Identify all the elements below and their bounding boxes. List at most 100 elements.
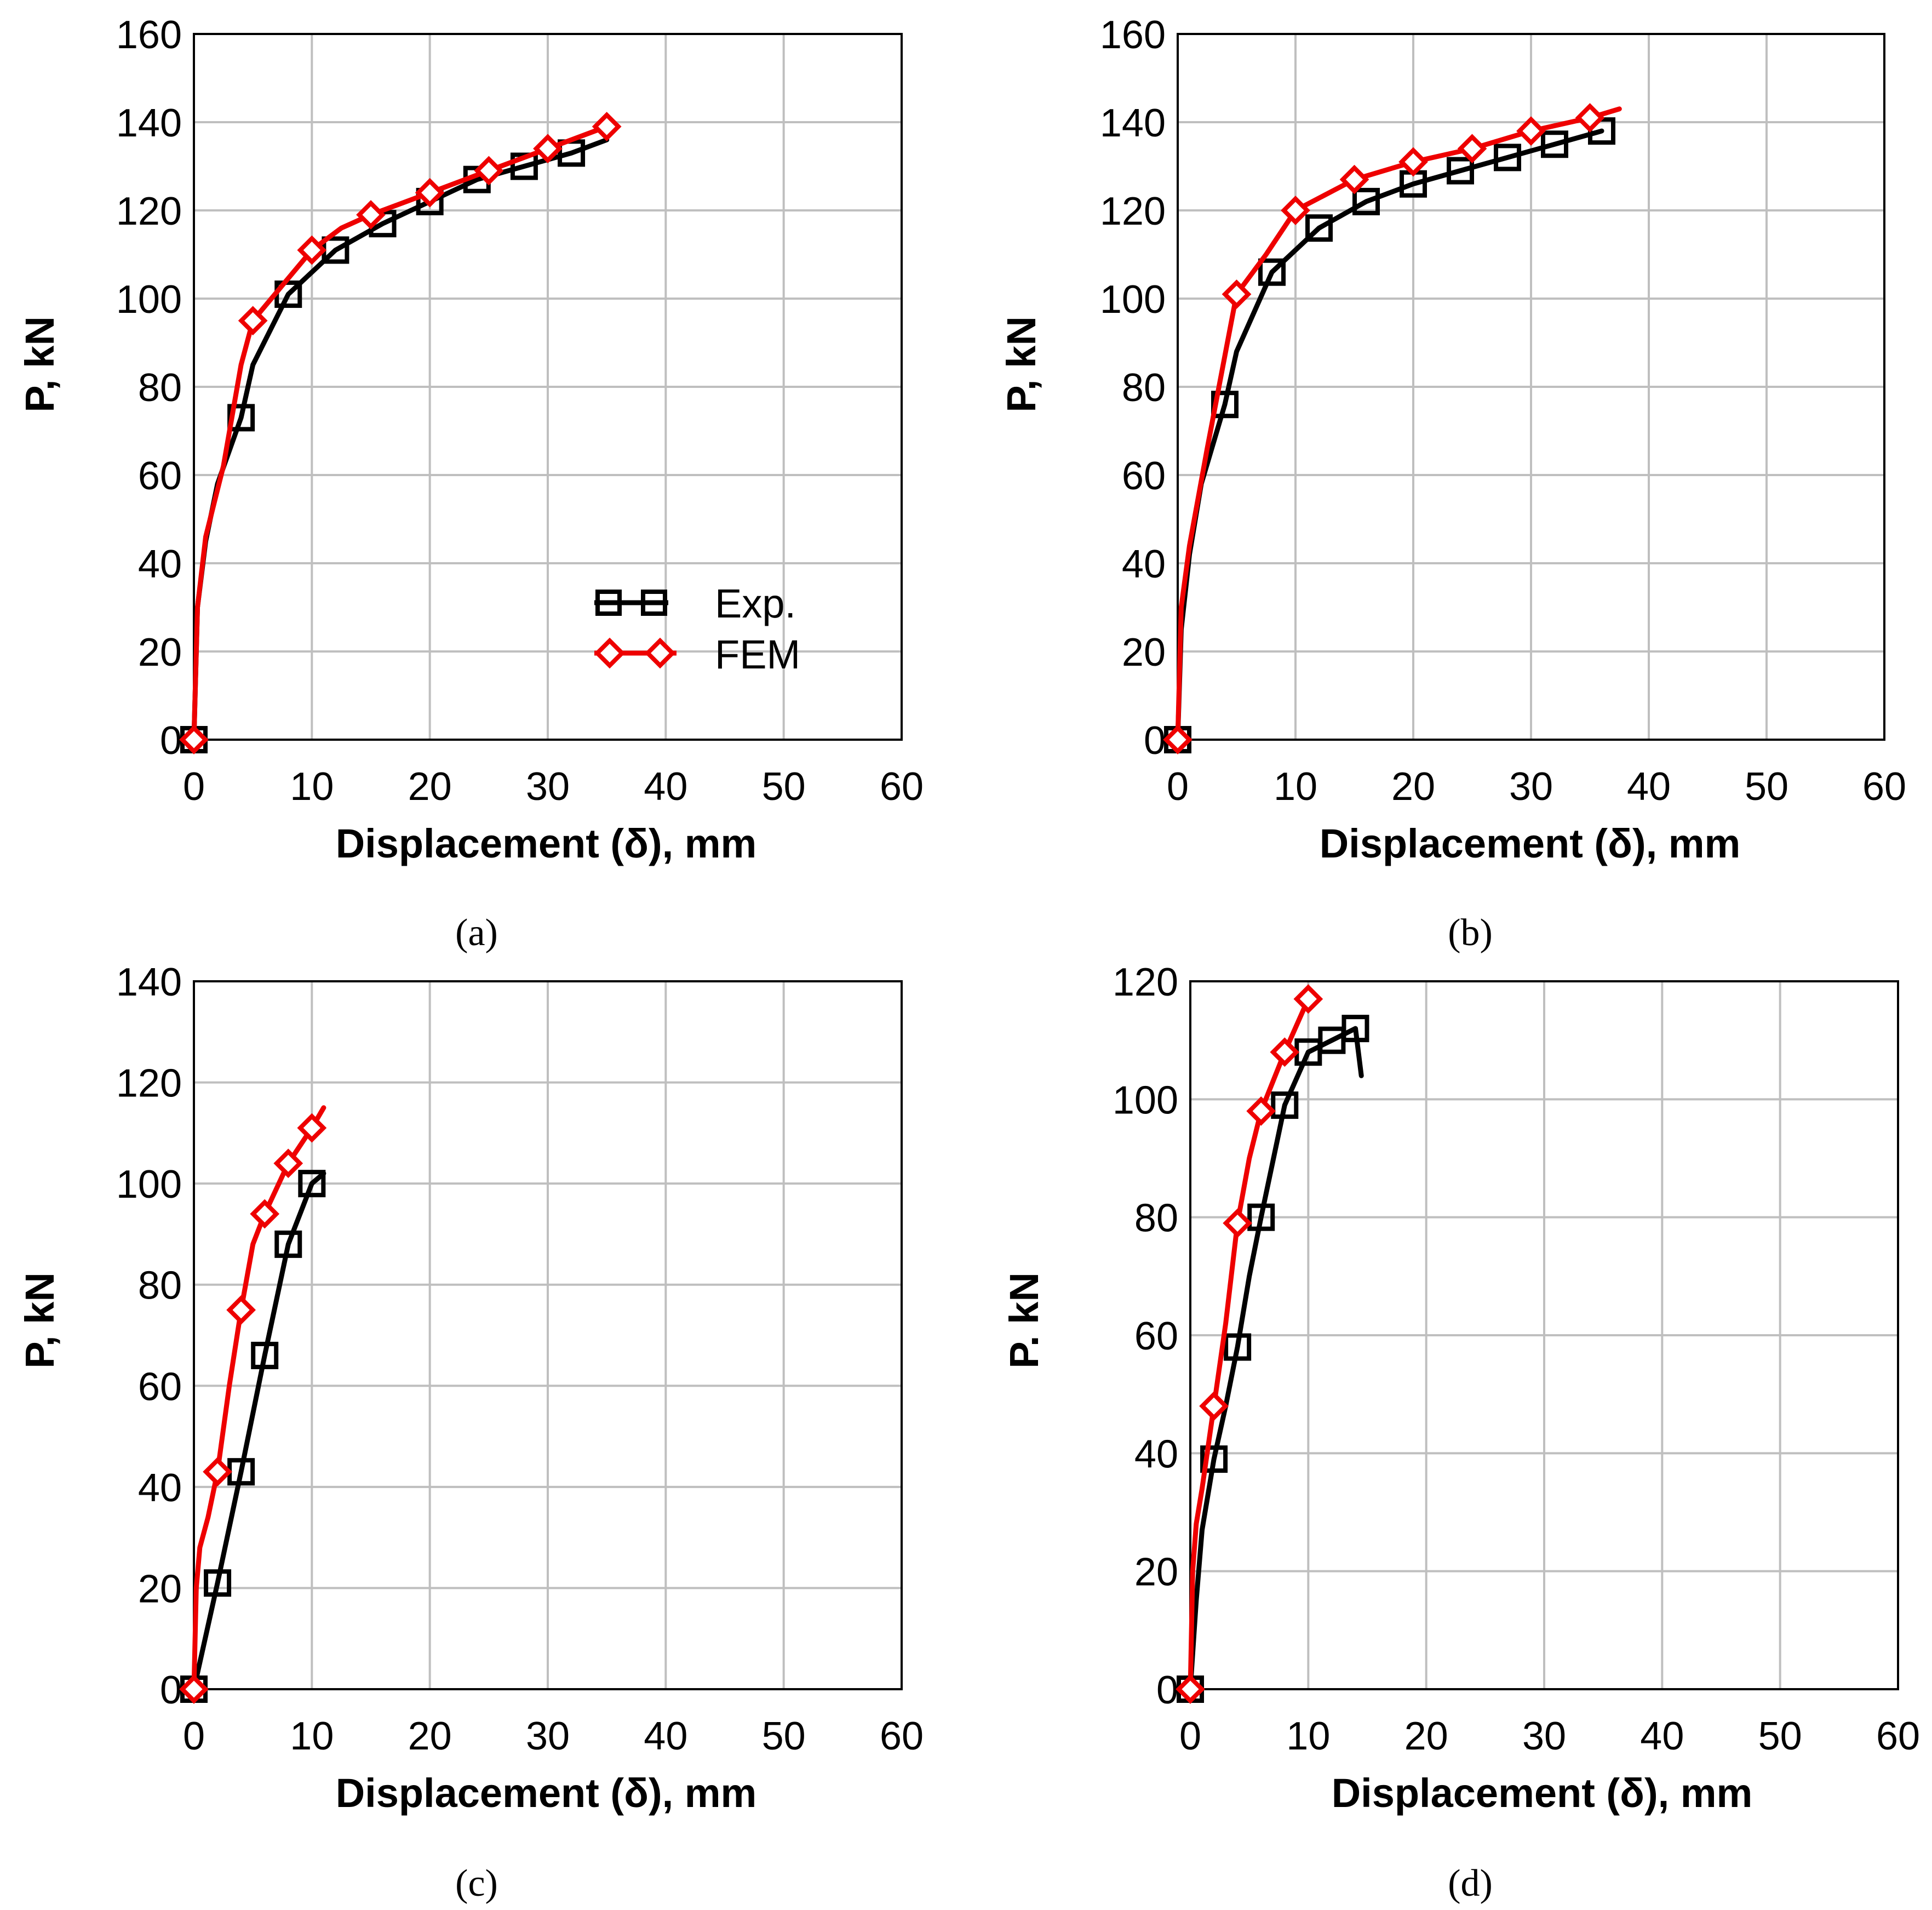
y-tick-label: 80 [1122, 366, 1166, 410]
series-fem [179, 112, 622, 754]
data-point [1270, 1037, 1300, 1067]
x-tick-label: 30 [526, 1714, 570, 1758]
x-tick-label: 60 [880, 765, 924, 809]
y-tick-label: 20 [1122, 631, 1166, 674]
legend-exp-label: Exp. [715, 581, 796, 626]
legend-exp-marker [641, 590, 667, 616]
data-point [1341, 1015, 1369, 1043]
x-tick-label: 60 [880, 1714, 924, 1758]
x-tick-label: 20 [408, 765, 452, 809]
x-tick-label: 40 [644, 765, 687, 809]
x-tick-label: 60 [1862, 765, 1906, 809]
y-tick-label: 100 [1100, 278, 1166, 322]
y-tick-label: 40 [1122, 542, 1166, 586]
data-point [1222, 279, 1252, 309]
y-tick-label: 0 [1144, 719, 1166, 763]
data-point [510, 152, 538, 180]
axes: 0 10 20 30 40 50 60 0 20 40 60 80 100 120 140 160 [1100, 13, 1906, 809]
data-point [274, 1230, 302, 1258]
series-line [1188, 1026, 1364, 1692]
series-line [1175, 106, 1622, 742]
data-point [356, 200, 386, 230]
y-tick-label: 120 [1113, 960, 1178, 1004]
series-fem [1163, 103, 1622, 754]
data-point [1247, 1203, 1275, 1231]
y-axis-title: P, kN [999, 316, 1044, 413]
panel-label: (d) [1448, 1862, 1493, 1905]
grid [1189, 980, 1899, 1690]
y-tick-label: 160 [116, 13, 182, 57]
data-point [1516, 116, 1546, 146]
data-point [1199, 1391, 1229, 1421]
data-point [1575, 103, 1605, 133]
x-tick-label: 10 [290, 765, 334, 809]
data-point [1271, 1091, 1299, 1119]
data-point [298, 1170, 326, 1198]
data-point [415, 178, 445, 208]
data-point [273, 1148, 303, 1179]
data-point [1281, 196, 1310, 225]
y-tick-label: 80 [138, 1264, 182, 1308]
x-tick-label: 20 [1391, 765, 1435, 809]
data-point [179, 725, 209, 754]
data-point [1339, 164, 1369, 195]
data-point [1305, 214, 1333, 242]
data-point [204, 1569, 232, 1597]
x-tick-label: 30 [1522, 1714, 1566, 1758]
grid [193, 33, 903, 741]
y-axis-title: P, kN [17, 1272, 62, 1369]
data-point [297, 235, 327, 265]
plot-area [193, 980, 903, 1690]
data-point [238, 306, 268, 336]
series-fem [179, 1105, 327, 1704]
x-tick-label: 60 [1876, 1714, 1920, 1758]
plot-area [193, 33, 903, 741]
y-tick-label: 40 [1134, 1432, 1178, 1476]
data-point [1398, 147, 1428, 177]
x-tick-label: 30 [1509, 765, 1553, 809]
axes: 0 10 20 30 40 50 60 0 20 40 60 80 100 120 140 [116, 960, 924, 1758]
y-tick-label: 80 [138, 366, 182, 410]
y-tick-label: 100 [116, 278, 182, 322]
chart-panel-c: 0 10 20 30 40 50 60 0 20 40 60 80 100 120 140 P, kN Di… [17, 960, 924, 1905]
y-tick-label: 120 [116, 1062, 182, 1106]
data-point [474, 156, 504, 186]
y-tick-label: 100 [1113, 1078, 1178, 1122]
x-tick-label: 0 [183, 765, 205, 809]
x-tick-label: 0 [1167, 765, 1189, 809]
x-axis-title: Displacement (δ), mm [336, 1770, 757, 1816]
data-point [1457, 134, 1487, 164]
chart-panel-d: 0 10 20 30 40 50 60 0 20 40 60 80 100 120 P. kN Displ… [1001, 960, 1920, 1905]
data-point [1293, 984, 1323, 1014]
y-tick-label: 40 [138, 1466, 182, 1510]
data-point [297, 1113, 327, 1143]
series-line [191, 124, 610, 742]
series-exp [1164, 117, 1615, 753]
data-point [203, 1457, 232, 1487]
x-tick-label: 50 [1758, 1714, 1802, 1758]
x-tick-label: 20 [408, 1714, 452, 1758]
y-axis-title: P, kN [17, 316, 62, 413]
data-point [533, 134, 563, 164]
y-tick-label: 0 [1156, 1668, 1178, 1712]
y-tick-label: 40 [138, 542, 182, 586]
data-point [592, 112, 622, 141]
legend-fem-marker [594, 637, 626, 669]
data-point [1258, 258, 1286, 286]
y-axis-title: P. kN [1001, 1272, 1047, 1369]
x-tick-label: 50 [1745, 765, 1788, 809]
y-tick-label: 20 [1134, 1551, 1178, 1594]
legend-fem-label: FEM [715, 632, 800, 677]
x-tick-label: 40 [1640, 1714, 1684, 1758]
x-axis-title: Displacement (δ), mm [336, 821, 757, 866]
plot-area [1189, 980, 1899, 1690]
y-tick-label: 80 [1134, 1197, 1178, 1240]
x-tick-label: 0 [1179, 1714, 1201, 1758]
axes: 0 10 20 30 40 50 60 0 20 40 60 80 100 120 140 160 [116, 13, 924, 809]
series-line [191, 1171, 326, 1692]
data-point [1246, 1096, 1276, 1126]
x-tick-label: 50 [762, 765, 806, 809]
y-tick-label: 60 [138, 1365, 182, 1409]
chart-panel-b: 0 10 20 30 40 50 60 0 20 40 60 80 100 120 140 160 P, kN… [999, 13, 1906, 954]
